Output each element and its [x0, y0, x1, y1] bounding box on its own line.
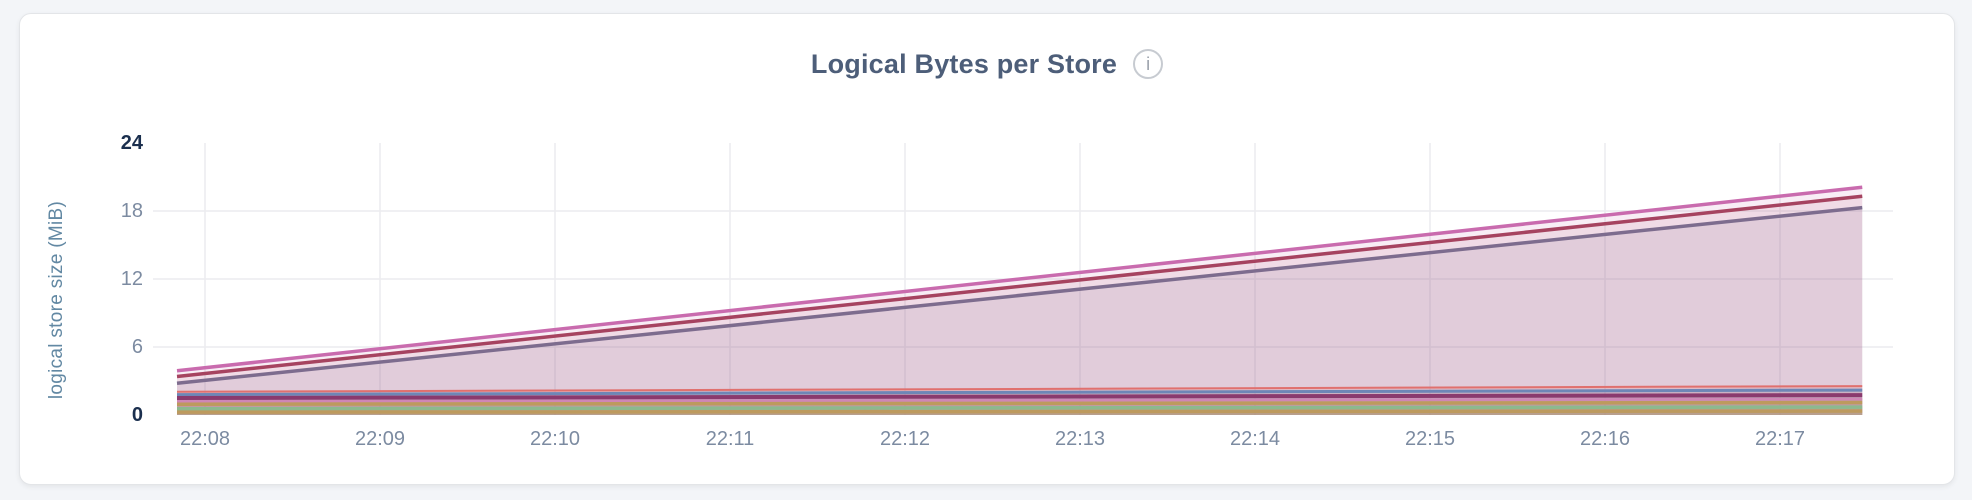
series-area-store-darkred — [177, 196, 1863, 415]
series-line-store-plum — [176, 393, 1863, 400]
y-tick-label: 12 — [120, 268, 143, 290]
y-tick-label: 18 — [120, 200, 143, 222]
y-tick-label: 0 — [131, 404, 143, 426]
x-tick-label: 22:16 — [1579, 428, 1631, 450]
x-tick-label: 22:14 — [1229, 428, 1281, 450]
x-tick-label: 22:15 — [1404, 428, 1456, 450]
series-area-store-pink — [177, 187, 1863, 415]
x-tick-label: 22:13 — [1054, 428, 1106, 450]
y-tick-label: 24 — [120, 132, 143, 154]
series-line-store-blue — [176, 388, 1863, 397]
series-line-store-salmon — [176, 385, 1863, 393]
series-line-store-lightpink — [176, 397, 1863, 403]
series-line-store-tan — [176, 400, 1863, 406]
series-line-store-tan2 — [176, 409, 1863, 414]
y-tick-label: 6 — [131, 336, 143, 358]
x-tick-label: 22:17 — [1754, 428, 1806, 450]
series-line-store-darkred — [176, 194, 1863, 379]
series-area-store-slate — [177, 207, 1863, 415]
x-tick-label: 22:11 — [705, 428, 755, 450]
series-line-store-pink — [176, 185, 1863, 373]
chart-title: Logical Bytes per Store — [810, 48, 1118, 79]
chart-header: Logical Bytes per Store i — [19, 44, 1955, 84]
x-tick-label: 22:10 — [529, 428, 581, 450]
series-line-store-slate — [176, 205, 1863, 386]
x-tick-label: 22:08 — [179, 428, 231, 450]
series-line-store-green — [176, 405, 1863, 411]
x-tick-label: 22:09 — [354, 428, 406, 450]
x-tick-label: 22:12 — [879, 428, 931, 450]
info-icon[interactable]: i — [1133, 49, 1164, 79]
